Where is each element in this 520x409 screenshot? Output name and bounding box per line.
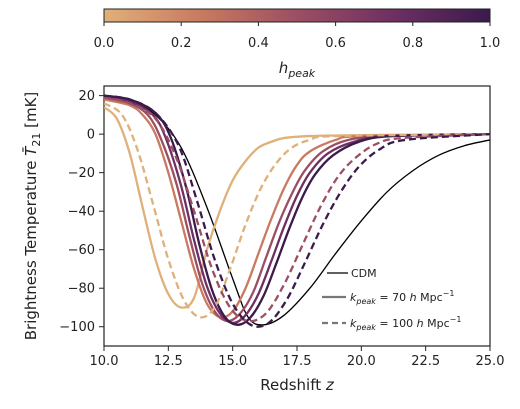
series-line-k100-h1 bbox=[104, 94, 490, 328]
series-line-k70-h06 bbox=[104, 96, 490, 323]
x-axis-label: Redshift z bbox=[260, 376, 335, 394]
colorbar-tick-label: 0.8 bbox=[402, 36, 423, 51]
colorbar-label: hpeak bbox=[279, 59, 316, 80]
series-line-k70-h1 bbox=[104, 94, 490, 326]
y-tick-label: −100 bbox=[59, 320, 95, 335]
x-axis-ticks: 10.0 12.5 15.0 17.5 20.0 22.5 25.0 bbox=[90, 346, 505, 369]
colorbar-tick-label: 0.0 bbox=[94, 36, 115, 51]
series-line-k70-h04 bbox=[104, 98, 490, 319]
y-tick-label: 20 bbox=[78, 89, 95, 104]
series-line-k100-h06 bbox=[104, 96, 490, 323]
plot-frame bbox=[103, 85, 491, 347]
x-tick-label: 17.5 bbox=[283, 354, 312, 369]
y-axis-label: Brightness Temperature T̄21 [mK] bbox=[21, 92, 43, 341]
x-tick-label: 15.0 bbox=[218, 354, 247, 369]
x-tick-label: 20.0 bbox=[347, 354, 376, 369]
legend: CDM kpeak = 70 h Mpc−1 kpeak = 100 h Mpc… bbox=[322, 267, 461, 332]
y-tick-label: 0 bbox=[87, 128, 95, 143]
y-axis-ticks: 20 0 −20 −40 −60 −80 −100 bbox=[59, 89, 104, 335]
legend-label-cdm: CDM bbox=[351, 267, 377, 280]
legend-label-k70: kpeak = 70 h Mpc−1 bbox=[350, 289, 454, 306]
colorbar-tick-label: 0.4 bbox=[248, 36, 269, 51]
series-line-CDM bbox=[104, 96, 490, 326]
series-group bbox=[104, 94, 490, 328]
series-line-k100-h02 bbox=[104, 102, 490, 319]
plot-area: 10.0 12.5 15.0 17.5 20.0 22.5 25.0 20 0 −20 −40 −6… bbox=[59, 85, 505, 369]
x-tick-label: 22.5 bbox=[411, 354, 440, 369]
series-line-k70-h08 bbox=[104, 94, 490, 325]
colorbar-label-sub: peak bbox=[287, 67, 315, 80]
y-tick-label: −60 bbox=[68, 243, 95, 258]
y-tick-label: −80 bbox=[68, 282, 95, 297]
colorbar: 0.0 0.2 0.4 0.6 0.8 1.0 hpeak bbox=[94, 8, 501, 80]
colorbar-ticks: 0.0 0.2 0.4 0.6 0.8 1.0 bbox=[94, 22, 501, 51]
colorbar-gradient bbox=[103, 8, 491, 23]
x-tick-label: 25.0 bbox=[476, 354, 505, 369]
colorbar-tick-label: 0.6 bbox=[325, 36, 346, 51]
y-tick-label: −20 bbox=[68, 166, 95, 181]
series-line-k70-h02 bbox=[104, 106, 490, 309]
x-tick-label: 10.0 bbox=[90, 354, 119, 369]
colorbar-tick-label: 1.0 bbox=[480, 36, 501, 51]
legend-label-k100: kpeak = 100 h Mpc−1 bbox=[350, 315, 461, 332]
x-tick-label: 12.5 bbox=[154, 354, 183, 369]
colorbar-tick-label: 0.2 bbox=[171, 36, 192, 51]
y-tick-label: −40 bbox=[68, 205, 95, 220]
